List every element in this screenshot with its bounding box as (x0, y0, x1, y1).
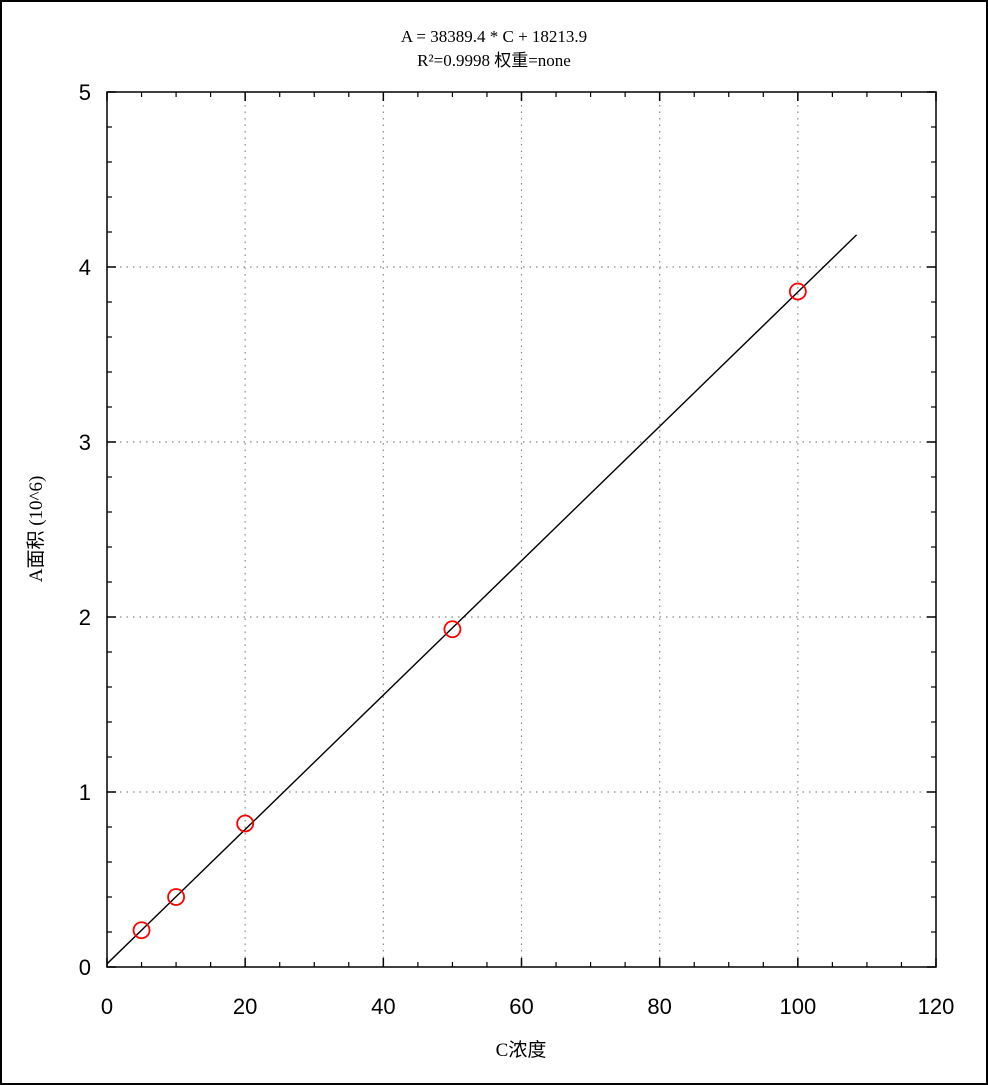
chart-title: A = 38389.4 * C + 18213.9 (401, 27, 587, 46)
x-tick-label: 40 (371, 994, 395, 1019)
y-tick-labels: 0 1 2 3 4 5 (79, 80, 91, 980)
y-tick-label: 1 (79, 780, 91, 805)
data-point (788, 282, 807, 301)
x-tick-label: 120 (918, 994, 955, 1019)
y-axis-label: A面积 (10^6) (25, 476, 47, 583)
x-tick-label: 80 (647, 994, 671, 1019)
x-axis-label: C浓度 (496, 1039, 547, 1061)
data-point (132, 921, 151, 940)
data-points (132, 282, 807, 940)
y-tick-label: 2 (79, 605, 91, 630)
x-tick-label: 0 (101, 994, 113, 1019)
data-point (167, 888, 185, 906)
regression-line (106, 234, 858, 965)
y-tick-label: 5 (79, 80, 91, 105)
data-point (236, 814, 255, 833)
y-tick-label: 4 (79, 255, 91, 280)
chart-subtitle: R²=0.9998 权重=none (417, 51, 571, 70)
axis-ticks (106, 91, 937, 968)
x-tick-labels: 0 20 40 60 80 100 120 (101, 994, 954, 1019)
x-tick-label: 60 (509, 994, 533, 1019)
grid-lines (107, 92, 936, 967)
x-tick-label: 100 (779, 994, 816, 1019)
x-tick-label: 20 (233, 994, 257, 1019)
y-tick-label: 0 (79, 955, 91, 980)
data-point (443, 620, 462, 639)
y-tick-label: 3 (79, 430, 91, 455)
